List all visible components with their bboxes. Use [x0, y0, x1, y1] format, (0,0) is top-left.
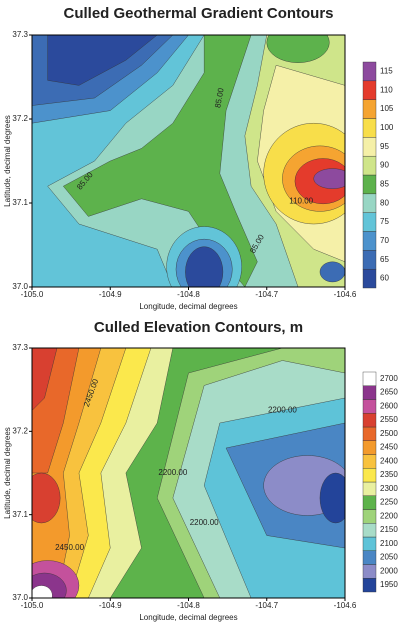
colorbar-swatch — [362, 509, 377, 524]
colorbar-swatch — [362, 550, 377, 565]
y-axis-label: Latitude, decimal degrees — [3, 427, 12, 519]
contour-region — [47, 35, 158, 86]
chart-title: Culled Elevation Contours, m — [94, 319, 303, 336]
colorbar-swatch — [362, 61, 377, 82]
colorbar-swatch — [362, 371, 377, 386]
contour-region — [32, 472, 61, 524]
colorbar-label: 2650 — [380, 388, 398, 397]
x-tick-label: -104.8 — [177, 290, 200, 299]
contour-plot — [32, 35, 345, 287]
contour-label: 85.00 — [213, 87, 225, 109]
colorbar-swatch — [362, 440, 377, 455]
contour-region — [319, 472, 345, 524]
colorbar-label: 80 — [380, 198, 389, 207]
contour-label: 2200.00 — [190, 518, 219, 527]
x-tick-label: -104.6 — [334, 601, 357, 610]
colorbar-swatch — [362, 80, 377, 100]
x-tick-label: -104.8 — [177, 601, 200, 610]
colorbar-label: 70 — [380, 236, 389, 245]
colorbar-label: 2150 — [380, 525, 398, 534]
colorbar-label: 85 — [380, 180, 389, 189]
colorbar-label: 65 — [380, 255, 389, 264]
chart-title: Culled Geothermal Gradient Contours — [63, 5, 333, 22]
colorbar-label: 75 — [380, 217, 389, 226]
y-tick-label: 37.1 — [12, 198, 28, 207]
contour-region — [32, 585, 53, 598]
colorbar-label: 2450 — [380, 443, 398, 452]
x-axis-label: Longitude, decimal degrees — [139, 613, 237, 622]
colorbar-label: 90 — [380, 161, 389, 170]
colorbar-label: 2400 — [380, 456, 398, 465]
x-tick-label: -104.9 — [99, 290, 122, 299]
colorbar-label: 2300 — [380, 484, 398, 493]
x-tick-label: -105.0 — [21, 601, 44, 610]
colorbar-swatch — [362, 137, 377, 157]
colorbar-label: 2250 — [380, 498, 398, 507]
y-tick-label: 37.2 — [12, 426, 28, 435]
colorbar-label: 2200 — [380, 511, 398, 520]
colorbar-swatch — [362, 155, 377, 176]
x-axis-label: Longitude, decimal degrees — [139, 302, 237, 311]
colorbar-label: 2350 — [380, 470, 398, 479]
colorbar-label: 1950 — [380, 580, 398, 589]
y-tick-label: 37.3 — [12, 343, 28, 352]
colorbar-swatch — [362, 385, 377, 400]
colorbar-swatch — [362, 118, 377, 138]
colorbar-label: 110 — [380, 85, 393, 94]
colorbar-swatch — [362, 250, 377, 270]
colorbar-label: 2050 — [380, 553, 398, 562]
contour-label: 2450.00 — [55, 543, 84, 552]
colorbar-swatch — [362, 536, 377, 551]
contour-label: 2200.00 — [268, 406, 297, 415]
y-tick-label: 37.3 — [12, 30, 28, 39]
contour-region — [32, 348, 58, 411]
colorbar-label: 2000 — [380, 566, 398, 575]
colorbar-swatch — [362, 193, 377, 213]
colorbar-label: 100 — [380, 123, 394, 132]
colorbar-label: 2100 — [380, 539, 398, 548]
y-axis-label: Latitude, decimal degrees — [3, 115, 12, 207]
colorbar-swatch — [362, 174, 377, 195]
colorbar-label: 2700 — [380, 374, 398, 383]
colorbar-label: 2600 — [380, 401, 398, 410]
y-tick-label: 37.2 — [12, 114, 28, 123]
colorbar-swatch — [362, 468, 377, 483]
contour-region — [313, 168, 345, 189]
colorbar-swatch — [362, 564, 377, 579]
contour-region — [319, 261, 345, 283]
contour-region — [185, 246, 224, 287]
colorbar-label: 115 — [380, 67, 393, 76]
colorbar-swatch — [362, 399, 377, 414]
colorbar-swatch — [362, 454, 377, 469]
contour-label: 110.00 — [289, 196, 313, 205]
x-tick-label: -104.7 — [255, 290, 278, 299]
contour-region — [266, 35, 330, 63]
colorbar-swatch — [362, 523, 377, 538]
contour-label: 2200.00 — [158, 468, 187, 477]
y-tick-label: 37.0 — [12, 282, 28, 291]
colorbar-label: 60 — [380, 274, 389, 283]
x-tick-label: -104.7 — [255, 601, 278, 610]
colorbar-swatch — [362, 99, 377, 119]
colorbar-swatch — [362, 426, 377, 441]
y-tick-label: 37.0 — [12, 593, 28, 602]
colorbar-swatch — [362, 578, 377, 593]
colorbar-label: 2500 — [380, 429, 398, 438]
colorbar-label: 2550 — [380, 415, 398, 424]
colorbar-swatch — [362, 481, 377, 496]
x-tick-label: -105.0 — [21, 290, 44, 299]
colorbar-swatch — [362, 231, 377, 251]
x-tick-label: -104.9 — [99, 601, 122, 610]
contour-plot — [32, 348, 345, 598]
colorbar-swatch — [362, 212, 377, 232]
colorbar-swatch — [362, 495, 377, 510]
contour-region — [62, 35, 258, 287]
colorbar-label: 105 — [380, 104, 394, 113]
colorbar-label: 95 — [380, 142, 389, 151]
x-tick-label: -104.6 — [334, 290, 357, 299]
y-tick-label: 37.1 — [12, 510, 28, 519]
colorbar-swatch — [362, 268, 377, 289]
colorbar-swatch — [362, 413, 377, 428]
